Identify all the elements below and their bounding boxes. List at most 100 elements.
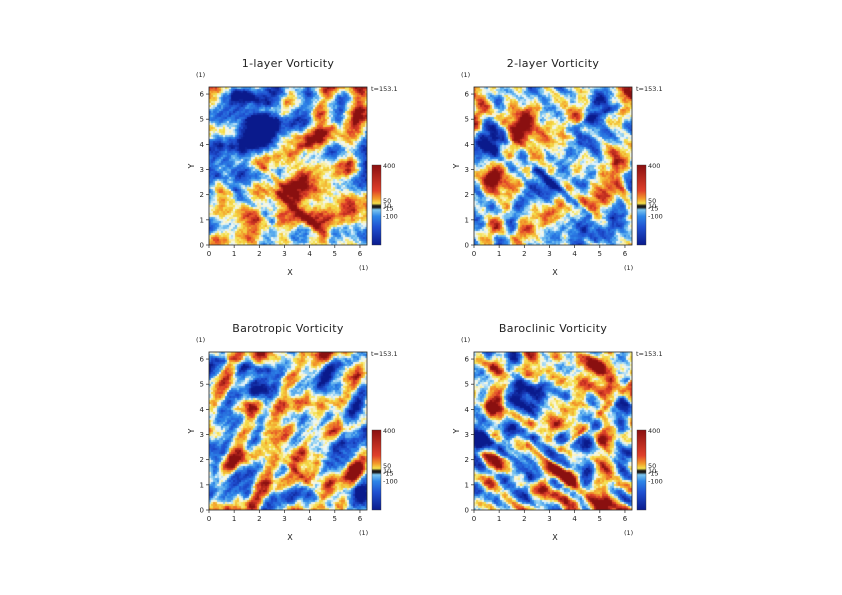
y-tick-label: 3 bbox=[200, 166, 204, 174]
x-unit-label: (1) bbox=[624, 529, 633, 537]
x-tick-label: 1 bbox=[232, 250, 236, 258]
chart-panel-1: 1-layer Vorticity (1) (1) t=153.1 0 1 2 3 4 5 6 0 1 2… bbox=[187, 57, 398, 277]
chart-title: 2-layer Vorticity bbox=[507, 57, 600, 70]
y-tick-label: 2 bbox=[465, 191, 469, 199]
x-tick-label: 6 bbox=[358, 250, 363, 258]
y-tick-label: 4 bbox=[200, 406, 205, 414]
y-tick-label: 3 bbox=[465, 166, 469, 174]
y-tick-label: 5 bbox=[465, 381, 469, 389]
y-unit-label: (1) bbox=[461, 71, 470, 79]
chart-panel-3: Barotropic Vorticity (1) (1) t=153.1 0 1 2 3 4 5 6… bbox=[187, 322, 398, 542]
time-label: t=153.1 bbox=[636, 85, 663, 93]
x-unit-label: (1) bbox=[359, 529, 368, 537]
colorbar-label: 10 bbox=[648, 467, 656, 475]
vorticity-heatmap bbox=[474, 352, 632, 510]
plot-frame bbox=[208, 351, 368, 511]
x-axis-label: X bbox=[552, 268, 558, 277]
chart-title: Baroclinic Vorticity bbox=[499, 322, 607, 335]
chart-title: 1-layer Vorticity bbox=[242, 57, 335, 70]
x-tick-label: 6 bbox=[358, 515, 363, 523]
y-tick-label: 5 bbox=[200, 381, 204, 389]
y-tick-label: 1 bbox=[200, 216, 204, 224]
colorbar-label: 10 bbox=[383, 467, 391, 475]
y-tick-label: 0 bbox=[465, 507, 469, 515]
x-tick-label: 4 bbox=[572, 515, 577, 523]
colorbar-label: -15 bbox=[648, 204, 659, 212]
time-label: t=153.1 bbox=[636, 350, 663, 358]
chart-title: Barotropic Vorticity bbox=[232, 322, 344, 335]
colorbar-label: 50 bbox=[648, 462, 656, 470]
x-tick-label: 6 bbox=[623, 515, 628, 523]
x-tick-label: 0 bbox=[472, 515, 476, 523]
x-tick-label: 1 bbox=[232, 515, 236, 523]
colorbar-label: 50 bbox=[648, 197, 656, 205]
y-tick-label: 0 bbox=[200, 242, 204, 250]
y-axis-label: Y bbox=[187, 163, 196, 169]
x-tick-label: 1 bbox=[497, 515, 501, 523]
x-axis-label: X bbox=[287, 268, 293, 277]
colorbar-label: 10 bbox=[383, 202, 391, 210]
y-tick-label: 1 bbox=[200, 481, 204, 489]
y-tick-label: 2 bbox=[465, 456, 469, 464]
y-tick-label: 4 bbox=[465, 406, 470, 414]
x-tick-label: 2 bbox=[257, 515, 261, 523]
colorbar-label: 10 bbox=[648, 202, 656, 210]
x-axis-label: X bbox=[287, 533, 293, 542]
plot-frame bbox=[208, 86, 368, 246]
x-tick-label: 5 bbox=[598, 515, 602, 523]
y-tick-label: 6 bbox=[200, 91, 205, 99]
y-tick-label: 4 bbox=[200, 141, 205, 149]
y-tick-label: 6 bbox=[465, 91, 470, 99]
y-tick-label: 1 bbox=[465, 216, 469, 224]
y-tick-label: 1 bbox=[465, 481, 469, 489]
x-tick-label: 5 bbox=[598, 250, 602, 258]
colorbar-label: -100 bbox=[648, 212, 663, 220]
x-tick-label: 0 bbox=[472, 250, 476, 258]
time-label: t=153.1 bbox=[371, 350, 398, 358]
x-tick-label: 5 bbox=[333, 515, 337, 523]
x-tick-label: 4 bbox=[307, 515, 312, 523]
colorbar-gradient bbox=[371, 164, 382, 246]
x-tick-label: 2 bbox=[522, 515, 526, 523]
x-tick-label: 4 bbox=[307, 250, 312, 258]
y-tick-label: 0 bbox=[200, 507, 204, 515]
y-tick-label: 2 bbox=[200, 191, 204, 199]
y-unit-label: (1) bbox=[461, 336, 470, 344]
colorbar-label: -15 bbox=[383, 469, 394, 477]
y-tick-label: 2 bbox=[200, 456, 204, 464]
x-tick-label: 3 bbox=[547, 250, 551, 258]
colorbar-gradient bbox=[636, 164, 647, 246]
x-unit-label: (1) bbox=[359, 264, 368, 272]
vorticity-heatmap bbox=[474, 87, 632, 245]
x-tick-label: 2 bbox=[522, 250, 526, 258]
x-tick-label: 3 bbox=[282, 250, 286, 258]
plot-frame bbox=[473, 86, 633, 246]
colorbar-label: -100 bbox=[383, 477, 398, 485]
colorbar-label: -100 bbox=[383, 212, 398, 220]
y-tick-label: 0 bbox=[465, 242, 469, 250]
x-tick-label: 6 bbox=[623, 250, 628, 258]
colorbar-gradient bbox=[371, 429, 382, 511]
colorbar-gradient bbox=[636, 429, 647, 511]
colorbar-label: 400 bbox=[383, 162, 395, 170]
y-axis-label: Y bbox=[452, 163, 461, 169]
y-tick-label: 5 bbox=[200, 116, 204, 124]
vorticity-heatmap bbox=[209, 87, 367, 245]
chart-panel-2: 2-layer Vorticity (1) (1) t=153.1 0 1 2 3 4 5 6 0 1 2… bbox=[452, 57, 663, 277]
x-unit-label: (1) bbox=[624, 264, 633, 272]
y-tick-label: 5 bbox=[465, 116, 469, 124]
x-tick-label: 3 bbox=[547, 515, 551, 523]
y-tick-label: 3 bbox=[465, 431, 469, 439]
y-unit-label: (1) bbox=[196, 71, 205, 79]
y-axis-label: Y bbox=[452, 428, 461, 434]
x-tick-label: 5 bbox=[333, 250, 337, 258]
y-tick-label: 6 bbox=[200, 356, 205, 364]
y-tick-label: 3 bbox=[200, 431, 204, 439]
x-tick-label: 4 bbox=[572, 250, 577, 258]
colorbar-label: -15 bbox=[383, 204, 394, 212]
x-tick-label: 0 bbox=[207, 515, 211, 523]
x-tick-label: 2 bbox=[257, 250, 261, 258]
colorbar-label: 400 bbox=[648, 162, 660, 170]
